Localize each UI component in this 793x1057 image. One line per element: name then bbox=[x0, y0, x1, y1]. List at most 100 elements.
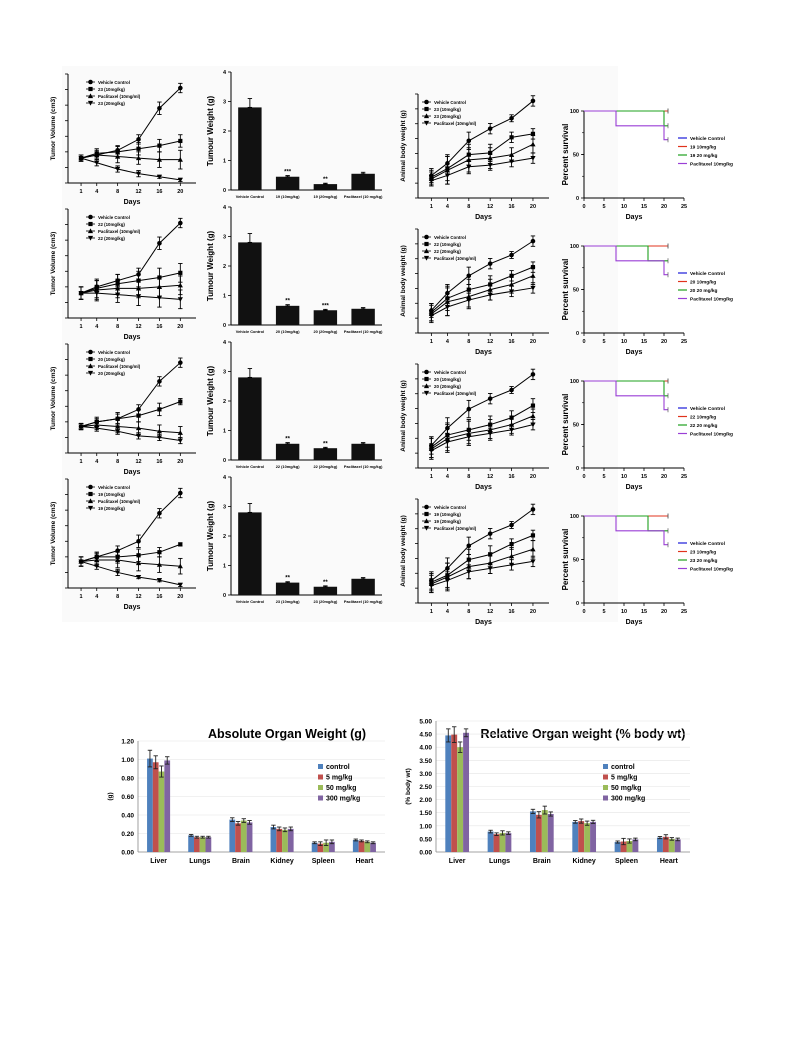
legend-marker bbox=[423, 255, 430, 261]
y-axis-label: Animal body weight (g) bbox=[400, 515, 407, 587]
series-line bbox=[431, 534, 534, 583]
bar bbox=[590, 821, 597, 852]
category-label: 19 (20mg/kg) bbox=[313, 194, 337, 199]
legend-marker bbox=[87, 93, 94, 99]
y-tick-label: 50 bbox=[573, 423, 579, 429]
bar bbox=[270, 827, 277, 852]
legend-label: Vehicle Control bbox=[434, 505, 466, 510]
series-3 bbox=[78, 422, 183, 445]
x-tick-label: 10 bbox=[621, 609, 627, 615]
x-tick-label: 15 bbox=[641, 339, 647, 345]
legend-label: Paclitaxel (10mg/ml) bbox=[98, 94, 141, 99]
survival-line bbox=[584, 245, 668, 276]
survival-line bbox=[584, 110, 668, 141]
bar bbox=[656, 837, 663, 852]
data-point bbox=[530, 156, 536, 161]
y-tick-label: 3 bbox=[223, 370, 226, 376]
y-axis-label: Tumor Volume (cm3) bbox=[50, 232, 57, 296]
y-tick-label: 0 bbox=[223, 188, 226, 194]
bar bbox=[275, 176, 300, 190]
y-tick-label: 3 bbox=[223, 235, 226, 241]
series-line bbox=[431, 415, 534, 450]
bar bbox=[487, 831, 494, 852]
legend-label: Vehicle Control bbox=[690, 271, 725, 277]
bar bbox=[352, 839, 359, 852]
data-point bbox=[177, 282, 183, 288]
data-point bbox=[156, 435, 163, 441]
data-point bbox=[157, 379, 162, 384]
data-point bbox=[115, 153, 121, 159]
y-tick-label: 1.50 bbox=[419, 810, 432, 817]
significance-label: ** bbox=[323, 441, 328, 447]
y-tick-label: 2 bbox=[223, 399, 226, 405]
x-tick-label: 20 bbox=[177, 324, 183, 330]
y-axis-label: Percent survival bbox=[561, 394, 570, 456]
bar bbox=[282, 829, 288, 852]
y-tick-label: 0.50 bbox=[419, 836, 432, 843]
category-label: Vehicle Control bbox=[236, 464, 264, 469]
legend-marker bbox=[87, 498, 94, 504]
legend-swatch bbox=[318, 785, 323, 790]
data-point bbox=[135, 171, 142, 177]
category-label: Lungs bbox=[489, 858, 510, 865]
x-tick-label: 1 bbox=[80, 594, 83, 600]
y-tick-label: 4 bbox=[223, 475, 227, 481]
data-point bbox=[428, 178, 434, 184]
y-axis-label: Animal body weight (g) bbox=[400, 245, 407, 317]
data-point bbox=[156, 428, 163, 434]
legend-label: Vehicle Control bbox=[98, 350, 130, 355]
data-point bbox=[530, 533, 536, 538]
data-point bbox=[444, 173, 451, 179]
y-axis-label: Percent survival bbox=[561, 259, 570, 321]
y-tick-label: 0 bbox=[576, 196, 579, 202]
data-point bbox=[428, 583, 434, 589]
series-line bbox=[431, 548, 534, 585]
data-point bbox=[177, 563, 183, 569]
legend: Vehicle Control 20 (10mg/kg) Paclitaxel (1… bbox=[86, 349, 141, 376]
bar bbox=[287, 828, 294, 852]
legend-marker bbox=[88, 221, 93, 227]
bar bbox=[313, 586, 338, 595]
bar bbox=[317, 843, 324, 852]
category-label: Paclitaxel (10 mg/kg) bbox=[344, 599, 383, 604]
bar bbox=[547, 814, 554, 852]
y-tick-label: 50 bbox=[573, 558, 579, 564]
category-label: Heart bbox=[355, 858, 374, 865]
y-tick-label: 0.60 bbox=[121, 794, 134, 801]
x-tick-label: 0 bbox=[582, 204, 585, 210]
x-axis-label: Days bbox=[626, 214, 643, 221]
data-point bbox=[115, 423, 121, 429]
legend-label: Vehicle Control bbox=[434, 370, 466, 375]
category-label: Spleen bbox=[312, 858, 335, 865]
data-point bbox=[530, 559, 536, 564]
data-point bbox=[94, 426, 100, 431]
x-tick-label: 8 bbox=[116, 594, 119, 600]
chart-r4-volume: 1 4 8 12 16 20 Days Tumor Volume (cm3) Vehicle C… bbox=[50, 478, 196, 611]
data-point bbox=[157, 407, 162, 412]
chart-relative-organ: Relative Organ weight (% body wt)0.000.5… bbox=[405, 719, 690, 865]
legend: control 5 mg/kg 50 mg/kg 300 mg/kg bbox=[603, 764, 645, 803]
x-tick-label: 12 bbox=[487, 204, 493, 210]
legend-label: 300 mg/kg bbox=[611, 796, 645, 803]
data-point bbox=[178, 360, 183, 365]
bar bbox=[205, 837, 212, 852]
chart-r3-body: 1 4 8 12 16 20 Days Animal body weight (g) Vehic… bbox=[400, 363, 549, 491]
y-tick-label: 0.80 bbox=[121, 776, 134, 783]
category-label: Paclitaxel (10 mg/kg) bbox=[344, 329, 383, 334]
data-point bbox=[177, 297, 183, 302]
x-axis-label: Days bbox=[124, 199, 141, 206]
legend-label: Paclitaxel (10mg/ml) bbox=[98, 499, 141, 504]
chart-r4-tumour: 0 1 2 3 4 Tumour Weight (g) Vehicle Control ** 2… bbox=[206, 475, 383, 604]
category-label: Lungs bbox=[189, 858, 210, 865]
x-axis-label: Days bbox=[626, 619, 643, 626]
y-tick-label: 100 bbox=[570, 109, 579, 115]
data-point bbox=[156, 295, 163, 301]
y-tick-label: 4.50 bbox=[419, 732, 432, 739]
legend-swatch bbox=[318, 795, 323, 801]
legend-label: 20 20 mg/kg bbox=[690, 288, 718, 294]
category-label: Heart bbox=[660, 858, 679, 865]
x-tick-label: 5 bbox=[602, 204, 605, 210]
category-label: 20 (20mg/kg) bbox=[313, 329, 337, 334]
bar bbox=[364, 841, 371, 852]
x-tick-label: 16 bbox=[509, 474, 515, 480]
